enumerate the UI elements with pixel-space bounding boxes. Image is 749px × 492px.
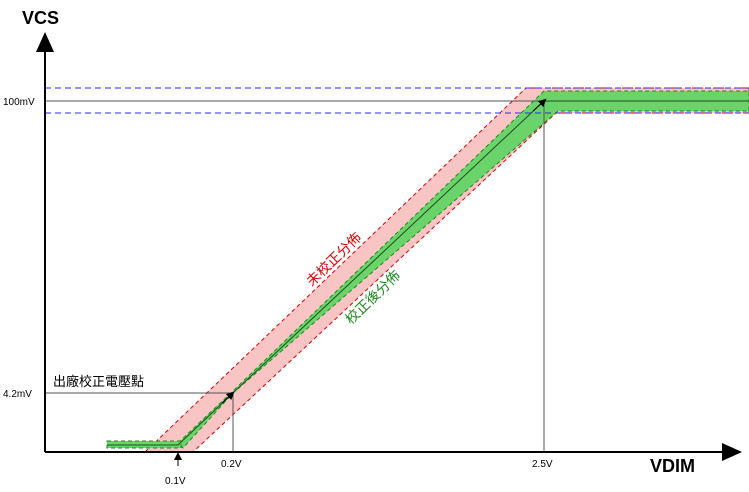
calibrated-band — [177, 90, 749, 449]
x-tick-2-5v: 2.5V — [532, 459, 553, 470]
factory-calibration-point-label: 出廠校正電壓點 — [53, 374, 144, 390]
y-tick-100mv: 100mV — [3, 97, 35, 108]
x-axis-title: VDIM — [650, 456, 695, 476]
y-tick-4-2mv: 4.2mV — [3, 389, 32, 400]
arrow-to-factory-point — [221, 391, 235, 404]
y-axis-arrow — [36, 32, 54, 52]
x-tick-0-1v: 0.1V — [165, 476, 186, 487]
x-axis-arrow — [722, 443, 742, 461]
arrow-to-2-5v-point — [532, 98, 547, 112]
y-axis-title: VCS — [22, 8, 59, 28]
uncalibrated-band — [143, 87, 749, 453]
x-tick-0-2v: 0.2V — [221, 459, 242, 470]
